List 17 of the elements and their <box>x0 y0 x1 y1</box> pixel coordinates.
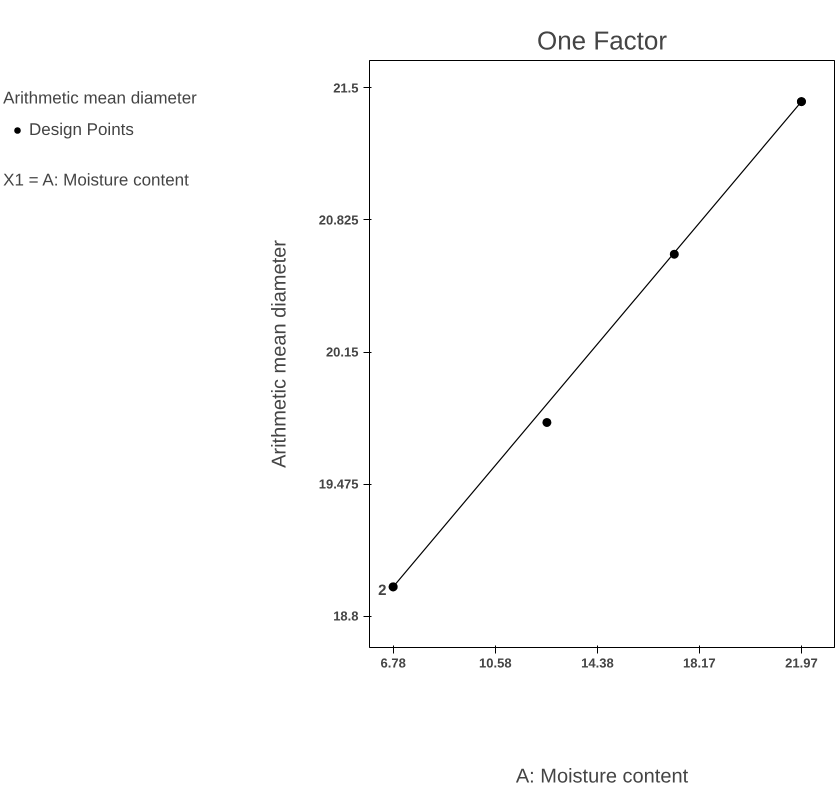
y-axis-title: Arithmetic mean diameter <box>268 240 291 468</box>
x-tick-label: 18.17 <box>683 656 716 670</box>
x-tick-label: 6.78 <box>380 656 406 670</box>
legend-label: Design Points <box>29 120 134 140</box>
chart-title: One Factor <box>536 26 668 56</box>
text: X1 = A: Moisture content <box>3 170 190 190</box>
x-tick-label: 21.97 <box>785 656 818 670</box>
y-tick-label: 18.8 <box>333 608 359 624</box>
x-tick-label: 10.58 <box>479 656 512 670</box>
y-tick-label: 19.475 <box>318 476 359 492</box>
annotation: 2 <box>378 582 386 599</box>
y-tick-label: 20.825 <box>318 212 359 228</box>
x-axis-title: A: Moisture content <box>516 766 689 788</box>
y-tick-label: 21.5 <box>333 80 359 96</box>
text: Arithmetic mean diameter <box>3 88 198 108</box>
y-tick-label: 20.15 <box>326 344 359 360</box>
x-tick-label: 14.38 <box>581 656 614 670</box>
